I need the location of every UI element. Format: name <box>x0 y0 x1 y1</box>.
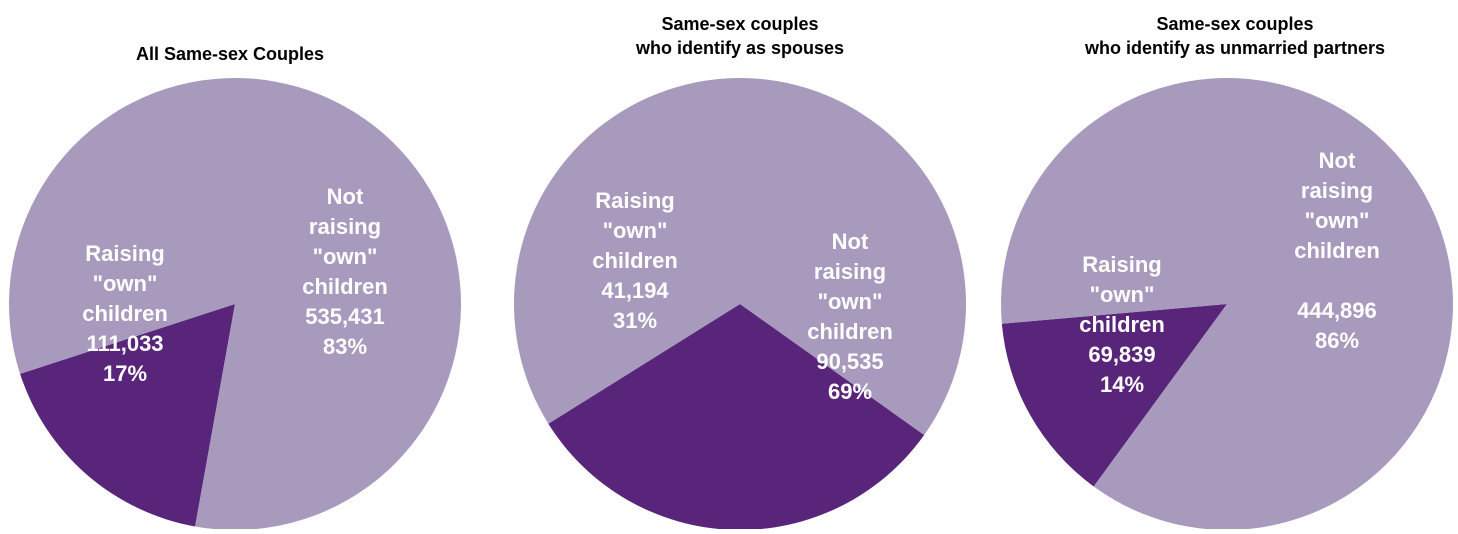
chart-1-not-raising-label-line-3: "own" <box>312 244 378 269</box>
chart-3-title: Same-sex couples who identify as unmarri… <box>1015 12 1455 60</box>
chart-2-raising-percent: 31% <box>612 308 658 333</box>
chart-3-not-raising-label: Not raising "own" children 444,896 86% <box>1262 146 1412 356</box>
chart-1-raising-label-line-1: Raising <box>85 241 165 266</box>
chart-1-raising-value: 111,033 <box>86 331 164 356</box>
chart-3-raising-percent: 14% <box>1099 372 1145 397</box>
chart-3-title-line-1: Same-sex couples <box>1156 14 1314 34</box>
chart-1-raising-percent: 17% <box>102 361 148 386</box>
chart-1-raising-label-line-3: children <box>82 301 168 326</box>
chart-2-slice-raising <box>548 304 925 531</box>
chart-2-title: Same-sex couples who identify as spouses <box>530 12 950 60</box>
chart-1-slice-raising <box>20 304 236 527</box>
chart-2-not-raising-percent: 69% <box>827 379 873 404</box>
chart-3-not-raising-label-line-3: "own" <box>1304 208 1370 233</box>
chart-2-raising-value: 41,194 <box>601 278 669 303</box>
chart-2-raising-label-line-3: children <box>592 248 678 273</box>
chart-3-slice-raising <box>1001 304 1227 487</box>
chart-1-not-raising-label-line-1: Not <box>326 184 364 209</box>
chart-1-not-raising-value: 535,431 <box>305 304 385 329</box>
chart-1-title: All Same-sex Couples <box>20 42 440 66</box>
chart-2-not-raising-label-line-4: children <box>807 319 893 344</box>
chart-2-raising-label-line-1: Raising <box>595 188 675 213</box>
chart-1-not-raising-percent: 83% <box>322 334 368 359</box>
chart-1-not-raising-label-line-4: children <box>302 274 388 299</box>
chart-1-title-line-1: All Same-sex Couples <box>135 44 325 64</box>
chart-3-raising-value: 69,839 <box>1088 342 1156 367</box>
chart-2-not-raising-label-line-1: Not <box>831 229 869 254</box>
chart-2-not-raising-value: 90,535 <box>816 349 884 374</box>
chart-1-not-raising-label: Not raising "own" children 535,431 83% <box>270 182 420 362</box>
chart-3-raising-label-line-1: Raising <box>1082 252 1162 277</box>
chart-3-not-raising-label-line-1: Not <box>1318 148 1356 173</box>
chart-2-slice-not-raising <box>514 78 967 435</box>
chart-3-slice-not-raising <box>1000 77 1453 530</box>
chart-2-raising-label: Raising "own" children 41,194 31% <box>560 186 710 336</box>
chart-1-raising-label-line-2: "own" <box>92 271 158 296</box>
chart-2-not-raising-label-line-2: raising <box>813 259 887 284</box>
chart-1-slice-not-raising <box>8 77 461 530</box>
chart-2-title-line-1: Same-sex couples <box>661 14 819 34</box>
chart-1-raising-label: Raising "own" children 111,033 17% <box>50 239 200 389</box>
chart-1-not-raising-label-line-2: raising <box>308 214 382 239</box>
chart-3-not-raising-value: 444,896 <box>1297 298 1377 323</box>
chart-3-raising-label-line-3: children <box>1079 312 1165 337</box>
chart-3-title-line-2: who identify as unmarried partners <box>1084 38 1386 58</box>
chart-3-raising-label: Raising "own" children 69,839 14% <box>1047 250 1197 400</box>
chart-3-not-raising-label-line-2: raising <box>1300 178 1374 203</box>
chart-2-raising-label-line-2: "own" <box>602 218 668 243</box>
chart-3-not-raising-label-line-4: children <box>1294 238 1380 263</box>
chart-3-raising-label-line-2: "own" <box>1089 282 1155 307</box>
chart-2-not-raising-label: Not raising "own" children 90,535 69% <box>775 227 925 407</box>
chart-2-title-line-2: who identify as spouses <box>635 38 845 58</box>
chart-2-not-raising-label-line-3: "own" <box>817 289 883 314</box>
chart-3-not-raising-percent: 86% <box>1314 328 1360 353</box>
